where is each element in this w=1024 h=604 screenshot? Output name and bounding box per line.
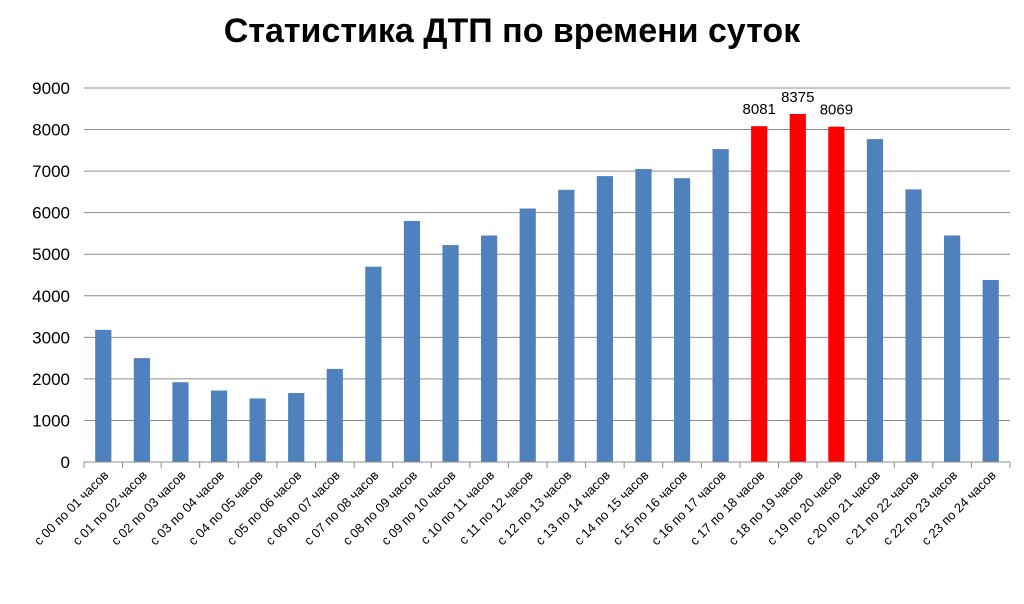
bar (944, 235, 961, 462)
bar (866, 139, 884, 462)
data-label: 8081 (743, 101, 776, 118)
data-labels: 8081 8375 8069 (743, 89, 854, 119)
gridlines (84, 87, 1010, 421)
bar (403, 220, 421, 462)
bar (481, 235, 498, 462)
bar (210, 390, 228, 462)
bar (365, 266, 382, 462)
data-label: 8069 (820, 102, 853, 119)
y-axis-ticks: 0 1000 2000 3000 4000 5000 6000 7000 8000 9000 (32, 79, 70, 472)
y-tick-label: 2000 (32, 370, 70, 389)
y-tick-label: 8000 (32, 121, 70, 140)
bar (288, 393, 305, 462)
y-tick-label: 1000 (32, 411, 70, 430)
y-tick-label: 5000 (32, 245, 70, 264)
bar (673, 178, 691, 463)
bar (249, 398, 266, 462)
bar (828, 126, 845, 462)
bar (905, 189, 922, 462)
bar (635, 169, 652, 463)
bars (95, 113, 999, 463)
chart-title: Статистика ДТП по времени суток (224, 12, 801, 50)
bar (172, 382, 189, 462)
y-tick-label: 4000 (32, 287, 70, 306)
y-tick-label: 3000 (32, 328, 70, 347)
bar (751, 126, 768, 463)
bar (558, 189, 575, 463)
x-axis (83, 461, 1011, 468)
bar (326, 368, 343, 462)
y-tick-label: 0 (61, 453, 70, 472)
bar (712, 149, 729, 462)
y-tick-label: 7000 (32, 162, 70, 181)
bar (789, 113, 806, 462)
data-label: 8375 (781, 89, 814, 106)
bar (95, 329, 112, 462)
bar (982, 279, 999, 462)
bar (133, 358, 150, 462)
bar (442, 245, 459, 462)
bar (596, 176, 613, 462)
bar (519, 208, 536, 462)
y-tick-label: 9000 (32, 79, 70, 98)
y-tick-label: 6000 (32, 204, 70, 223)
